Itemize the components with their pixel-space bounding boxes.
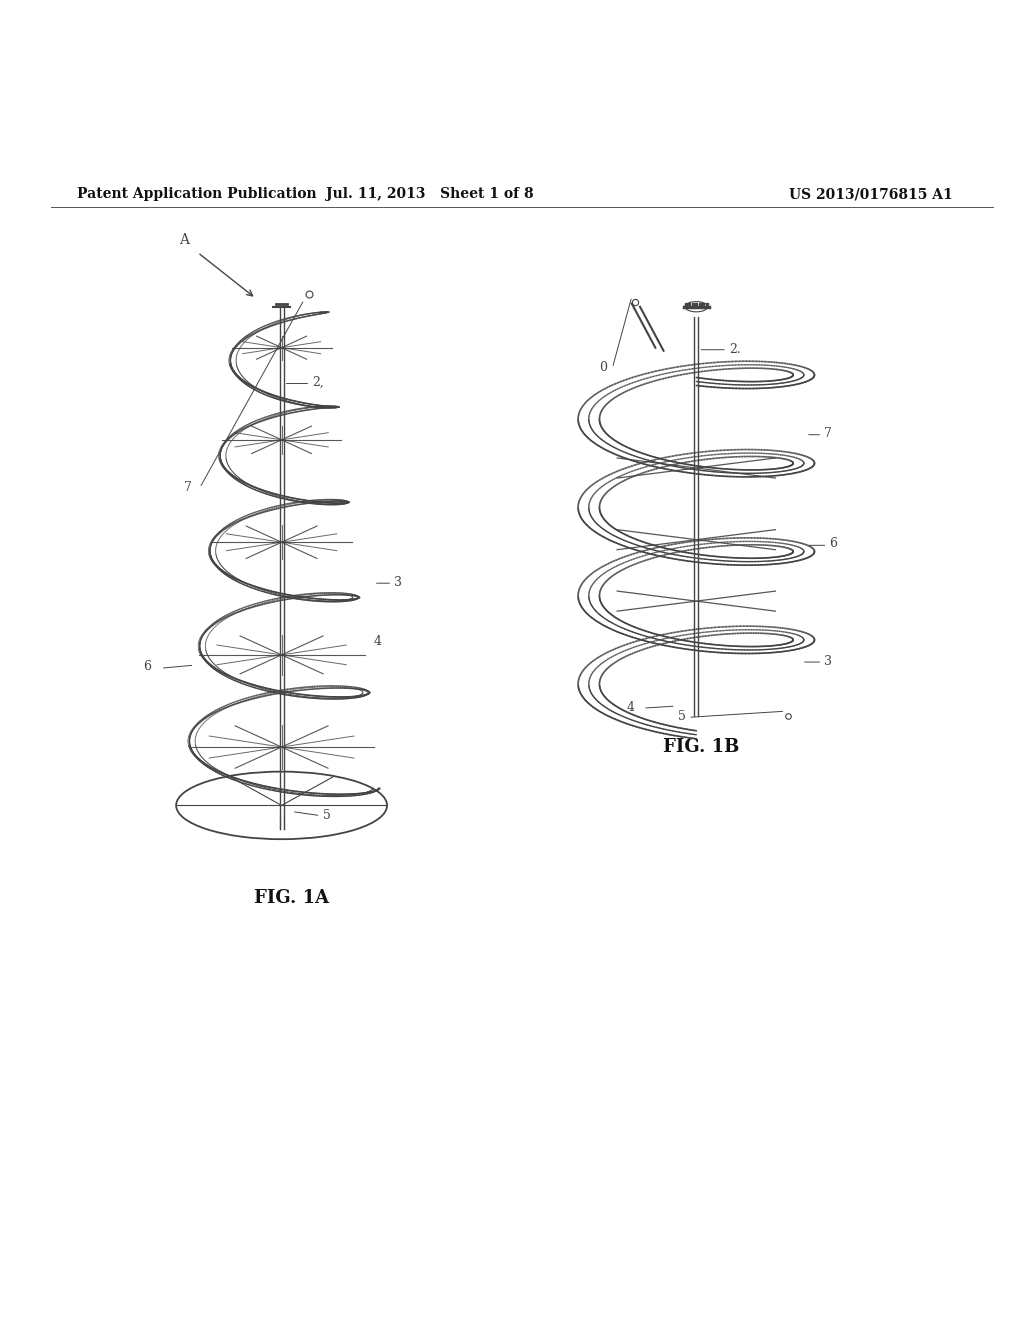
- Text: 3: 3: [824, 655, 833, 668]
- Text: US 2013/0176815 A1: US 2013/0176815 A1: [788, 187, 952, 201]
- Text: 3: 3: [394, 577, 402, 589]
- Text: 7: 7: [824, 426, 833, 440]
- Text: 6: 6: [143, 660, 152, 673]
- Text: 2,: 2,: [312, 376, 324, 388]
- Text: 7: 7: [184, 480, 193, 494]
- Text: 5: 5: [678, 710, 686, 723]
- Text: Jul. 11, 2013   Sheet 1 of 8: Jul. 11, 2013 Sheet 1 of 8: [327, 187, 534, 201]
- Text: FIG. 1B: FIG. 1B: [664, 738, 739, 756]
- Text: 5: 5: [323, 809, 331, 822]
- Text: Patent Application Publication: Patent Application Publication: [77, 187, 316, 201]
- Text: 2.: 2.: [729, 343, 740, 356]
- Text: 0: 0: [599, 362, 607, 375]
- Text: 4: 4: [627, 701, 635, 714]
- Text: 4: 4: [374, 635, 382, 648]
- Text: 6: 6: [829, 537, 838, 550]
- Text: A: A: [179, 234, 189, 247]
- Text: FIG. 1A: FIG. 1A: [254, 888, 330, 907]
